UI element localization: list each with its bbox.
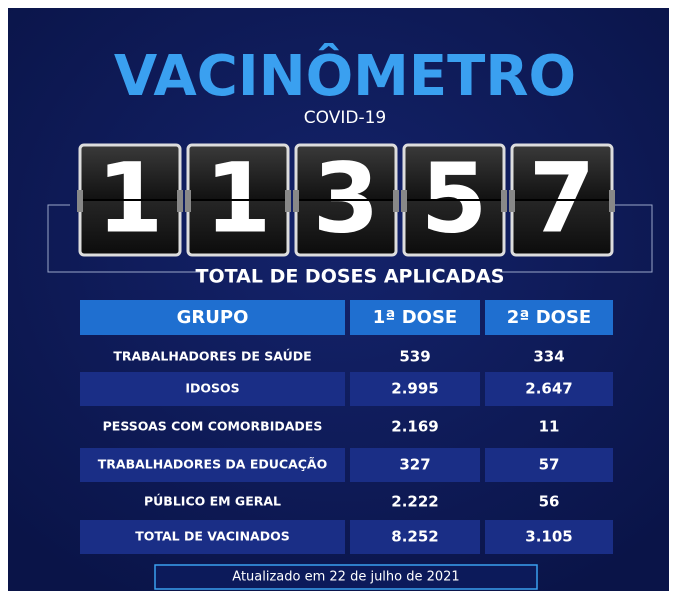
digit-hinge <box>77 190 83 212</box>
digit-hinge <box>393 190 399 212</box>
dose-value: 57 <box>539 456 560 474</box>
title: VACINÔMETRO <box>114 44 576 109</box>
digit-hinge <box>501 190 507 212</box>
subtitle: COVID-19 <box>304 108 386 128</box>
dose-value: 2.222 <box>391 493 438 511</box>
digit: 1 <box>205 142 272 254</box>
group-name: TRABALHADORES DA EDUCAÇÃO <box>98 457 327 472</box>
column-header: GRUPO <box>177 307 249 328</box>
group-name: PESSOAS COM COMORBIDADES <box>103 419 323 434</box>
digit-hinge <box>185 190 191 212</box>
dose-value: 327 <box>399 456 430 474</box>
group-name: PÚBLICO EM GERAL <box>144 494 281 509</box>
page: VACINÔMETRO COVID-19 TOTAL DE DOSES APLI… <box>0 0 677 597</box>
digit: 1 <box>97 142 164 254</box>
dose-value: 334 <box>533 348 564 366</box>
footer-note: Atualizado em 22 de julho de 2021 <box>232 570 459 585</box>
digit-hinge <box>293 190 299 212</box>
group-name: IDOSOS <box>185 381 239 396</box>
group-name: TRABALHADORES DE SAÚDE <box>113 349 311 364</box>
digit: 5 <box>421 142 488 254</box>
digit-hinge <box>177 190 183 212</box>
column-header: 2ª DOSE <box>507 307 591 328</box>
digit-hinge <box>609 190 615 212</box>
dose-value: 2.169 <box>391 418 438 436</box>
digit-hinge <box>509 190 515 212</box>
digit: 3 <box>313 142 380 254</box>
dose-value: 539 <box>399 348 430 366</box>
digit-hinge <box>401 190 407 212</box>
dose-value: 56 <box>539 493 560 511</box>
column-header: 1ª DOSE <box>373 307 457 328</box>
digit-hinge <box>285 190 291 212</box>
dose-value: 2.647 <box>525 380 572 398</box>
digit: 7 <box>529 142 596 254</box>
dose-value: 11 <box>539 418 560 436</box>
counter-label: TOTAL DE DOSES APLICADAS <box>196 266 505 288</box>
infographic: VACINÔMETRO COVID-19 TOTAL DE DOSES APLI… <box>0 0 677 597</box>
dose-value: 8.252 <box>391 528 438 546</box>
dose-value: 2.995 <box>391 380 438 398</box>
dose-value: 3.105 <box>525 528 572 546</box>
group-name: TOTAL DE VACINADOS <box>135 529 289 544</box>
